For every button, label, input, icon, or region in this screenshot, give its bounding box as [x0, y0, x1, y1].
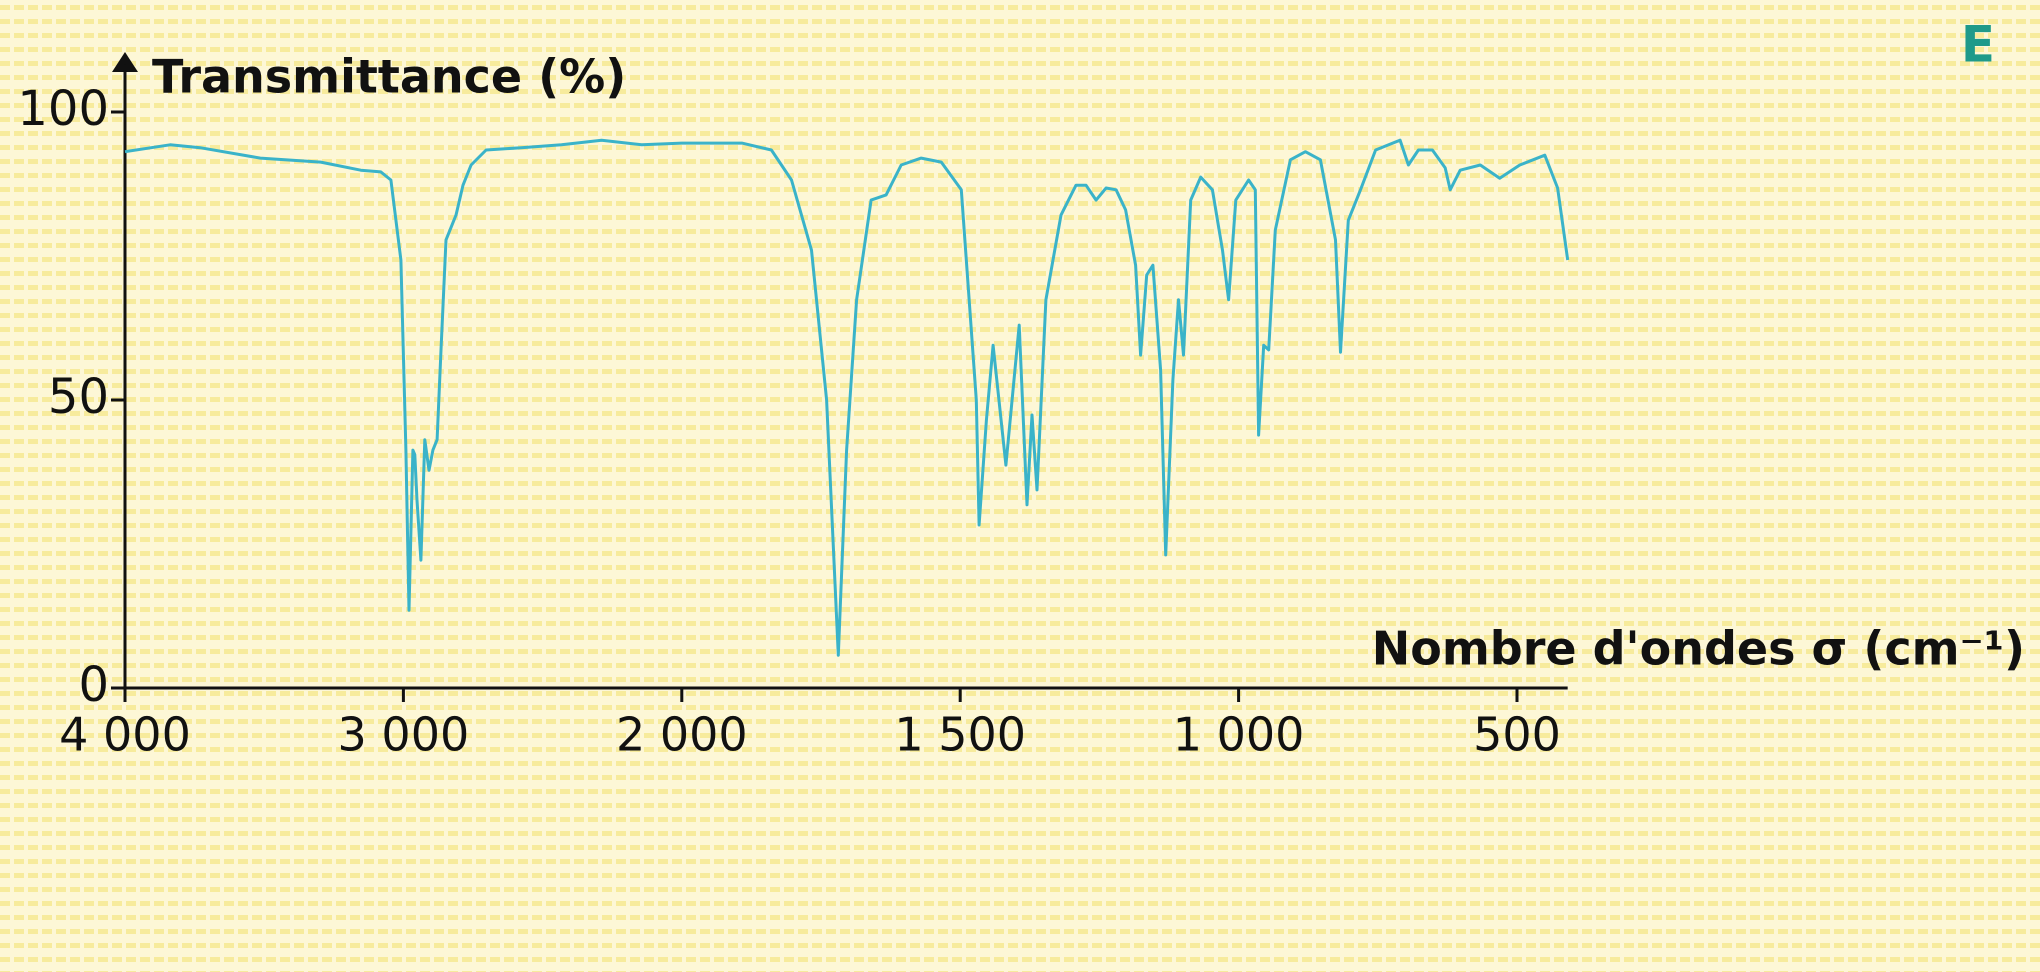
spectrum-line: [124, 138, 1570, 657]
y-axis-arrow: [112, 52, 138, 72]
x-tick-label: 3 000: [338, 708, 470, 762]
y-axis-label: Transmittance (%): [152, 50, 626, 104]
x-axis-label: Nombre d'ondes σ (cm⁻¹): [1372, 622, 2025, 676]
x-tick-label: 2 000: [616, 708, 748, 762]
x-tick-label: 1 500: [894, 708, 1026, 762]
x-tick-label: 1 000: [1173, 708, 1305, 762]
y-tick-label: 50: [48, 369, 109, 425]
panel-label: E: [1961, 16, 1995, 74]
y-tick-label: 0: [78, 657, 109, 713]
y-tick-label: 100: [17, 81, 109, 137]
x-tick-label: 500: [1473, 708, 1561, 762]
x-tick-label: 4 000: [59, 708, 191, 762]
